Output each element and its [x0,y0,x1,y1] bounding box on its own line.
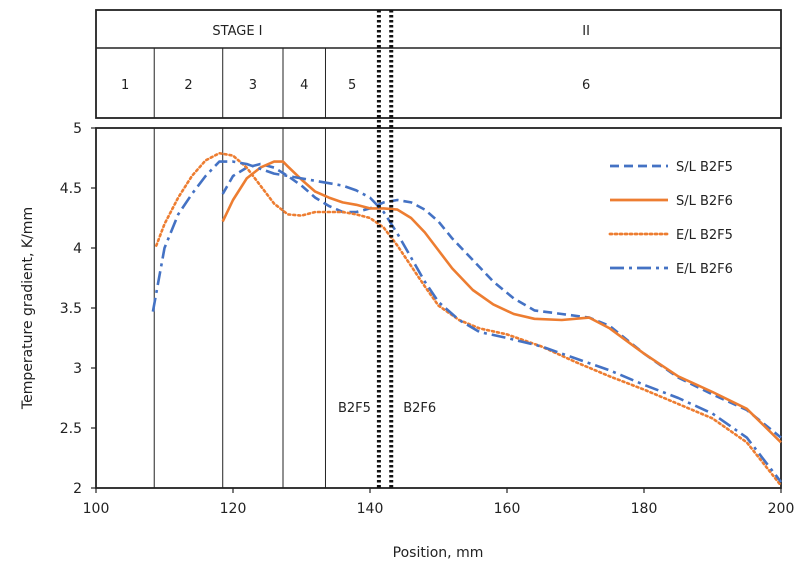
legend-label: E/L B2F5 [676,228,733,243]
boundary-label: B2F6 [403,401,436,416]
legend: S/L B2F5 S/L B2F6 E/L B2F5 E/L B2F6 [608,160,733,277]
x-tick-label: 160 [494,501,521,517]
stage-label: II [582,24,590,39]
y-tick-label: 4.5 [60,181,82,197]
y-tick-label: 2 [73,481,82,497]
zone-label: 4 [300,78,308,93]
legend-label: S/L B2F6 [676,194,733,209]
zone-label: 3 [249,78,257,93]
x-tick-label: 200 [768,501,795,517]
y-tick-label: 3.5 [60,301,82,317]
y-tick-label: 4 [73,241,82,257]
series-line [151,160,783,483]
y-tick-label: 3 [73,361,82,377]
zone-label: 6 [582,78,590,93]
stage-label: STAGE I [212,24,262,39]
y-tick-label: 5 [73,121,82,137]
header-panel: STAGE I II 1 2 3 4 5 6 [95,9,782,119]
legend-label: E/L B2F6 [676,262,733,277]
series-line [221,160,782,444]
x-tick-label: 180 [631,501,658,517]
x-tick-label: 140 [357,501,384,517]
y-tick-label: 2.5 [60,421,82,437]
x-tick-label: 120 [220,501,247,517]
x-axis-title: Position, mm [393,545,484,561]
series-line [155,151,783,487]
zone-label: 5 [348,78,356,93]
x-tick-label: 100 [83,501,110,517]
zone-label: 1 [121,78,129,93]
boundary-label: B2F5 [338,401,371,416]
header-box [95,9,782,119]
plot-area: B2F5 B2F6 100 120 140 160 180 200 2 2.5 3 3.5 4 4.5… [60,10,795,517]
zone-label: 2 [184,78,192,93]
legend-label: S/L B2F5 [676,160,733,175]
y-axis-title: Temperature gradient, K/mm [20,207,36,410]
